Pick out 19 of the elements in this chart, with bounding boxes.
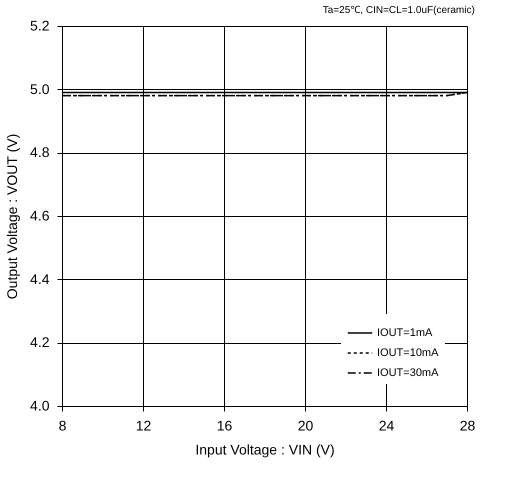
legend-label: IOUT=1mA [377, 327, 433, 339]
y-tick-label: 4.6 [30, 208, 50, 224]
y-axis-title: Output Voltage : VOUT (V) [4, 134, 20, 300]
x-tick-label: 28 [460, 418, 476, 434]
y-tick-label: 4.0 [30, 398, 50, 414]
x-axis-title: Input Voltage : VIN (V) [195, 442, 335, 458]
text: Ta=25℃, CIN=CL=1.0uF(ceramic) [322, 5, 475, 16]
y-tick-label: 4.4 [30, 270, 50, 287]
y-tick-label: 4.2 [30, 334, 50, 350]
x-tick-label: 8 [58, 418, 67, 434]
y-tick-label: 4.8 [30, 144, 50, 160]
x-tick-label: 16 [216, 418, 232, 434]
legend-label: IOUT=30mA [377, 367, 440, 379]
y-tick-label: 5.2 [30, 18, 50, 34]
legend-label: IOUT=10mA [377, 347, 440, 359]
x-tick-label: 24 [378, 418, 394, 434]
x-tick-label: 12 [136, 418, 152, 434]
x-tick-label: 20 [298, 418, 314, 434]
y-tick-label: 5.0 [30, 80, 50, 97]
